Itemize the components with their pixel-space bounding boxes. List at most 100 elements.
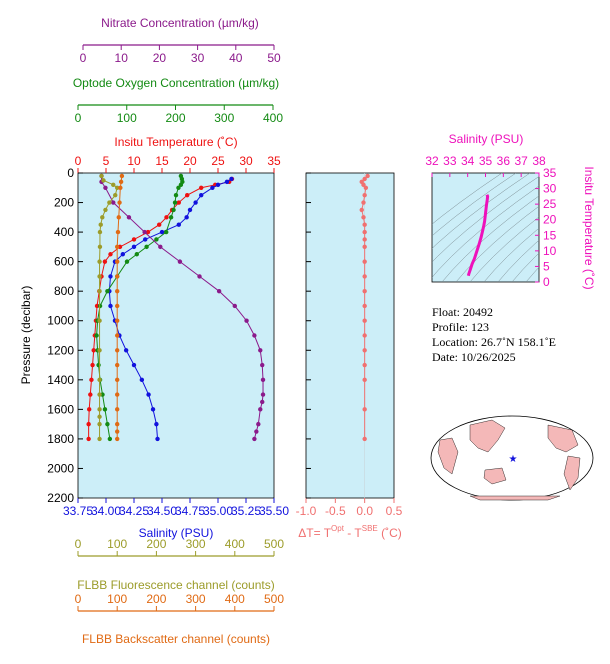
flbb-fluorescence-channel-counts--point [97, 259, 102, 264]
salinity-psu--point [131, 362, 137, 368]
oxygen-tick-label: 300 [214, 111, 234, 125]
pressure-tick-label: 1400 [47, 373, 74, 387]
backscatter-tick-label: 400 [225, 592, 245, 606]
salinity-psu--point [108, 303, 113, 309]
optode-oxygen-concentration-m-kg--point [178, 182, 184, 188]
-t-point [362, 244, 367, 250]
optode-oxygen-concentration-m-kg--point [154, 237, 159, 242]
flbb-fluorescence-channel-counts--point [100, 215, 105, 220]
delta-label-mid: - T [344, 526, 362, 540]
fluorescence-tick-label: 300 [186, 537, 206, 551]
-t-point [362, 259, 367, 264]
flbb-fluorescence-channel-counts--point [97, 348, 102, 353]
salinity-tick-label: 35.50 [259, 504, 289, 518]
optode-oxygen-concentration-m-kg--point [144, 244, 149, 250]
salinity-tick-label: 35.25 [231, 504, 261, 518]
nitrate-concentration-m-kg--point [260, 362, 265, 368]
temperature-tick-label: 35 [267, 154, 281, 168]
flbb-backscatter-channel-counts--point [115, 429, 120, 434]
insitu-temperature-c--point [145, 229, 151, 235]
backscatter-tick-label: 100 [107, 592, 127, 606]
optode-oxygen-concentration-m-kg--point [168, 215, 174, 220]
salinity-psu--point [199, 192, 204, 198]
insitu-temperature-c--point [87, 407, 92, 412]
flbb-backscatter-channel-counts--point [115, 333, 120, 338]
delta-tick-label: -0.5 [325, 504, 346, 518]
flbb-fluorescence-channel-counts--point [101, 178, 106, 183]
ts-density-contour [554, 173, 610, 282]
delta-tick-label: -1.0 [296, 504, 317, 518]
nitrate-axis-label: Nitrate Concentration (µm/kg) [101, 16, 259, 30]
-t-point [365, 173, 370, 179]
delta-tick-label: 0.0 [356, 504, 373, 518]
nitrate-concentration-m-kg--point [244, 318, 249, 323]
ts-temperature-tick-label: 35 [543, 166, 557, 180]
salinity-tick-label: 34.00 [91, 504, 121, 518]
oxygen-tick-label: 0 [75, 111, 82, 125]
pressure-tick-label: 1600 [47, 402, 74, 416]
insitu-temperature-c--point [90, 362, 95, 368]
ts-temperature-axis-label: Insitu Temperature (˚C) [582, 166, 596, 289]
nitrate-concentration-m-kg--point [126, 215, 132, 220]
location: Location: 26.7˚N 158.1˚E [432, 335, 556, 349]
flbb-backscatter-channel-counts--point [115, 229, 121, 235]
backscatter-tick-label: 200 [146, 592, 166, 606]
-t-point [362, 377, 367, 383]
pressure-tick-label: 800 [54, 284, 74, 298]
ts-curve [466, 194, 490, 277]
ts-salinity-tick-label: 34 [461, 154, 475, 168]
optode-oxygen-concentration-m-kg--point [172, 200, 178, 205]
salinity-psu--point [176, 222, 181, 227]
flbb-backscatter-channel-counts--point [115, 303, 120, 309]
ts-density-contour [432, 176, 539, 263]
nitrate-concentration-m-kg--point [258, 348, 263, 353]
ts-density-contour [525, 266, 539, 282]
ts-density-contour [511, 252, 539, 282]
flbb-fluorescence-channel-counts--point [115, 185, 120, 190]
nitrate-concentration-m-kg--line [101, 175, 264, 440]
ts-density-contour [441, 195, 539, 282]
nitrate-concentration-m-kg--point [260, 392, 266, 397]
flbb-fluorescence-channel-counts--point [97, 274, 102, 279]
ts-salinity-tick-label: 33 [443, 154, 457, 168]
flbb-fluorescence-channel-counts--point [107, 200, 112, 205]
flbb-backscatter-channel-counts--point [115, 392, 120, 397]
map-land-samerica [563, 455, 581, 491]
flbb-backscatter-channel-counts--point [118, 179, 124, 185]
-t-point [361, 182, 366, 188]
nitrate-concentration-m-kg--point [142, 229, 147, 235]
flbb-fluorescence-channel-counts--point [97, 407, 102, 412]
-t-point [359, 207, 364, 213]
temperature-tick-label: 20 [183, 154, 197, 168]
salinity-psu--point [139, 377, 145, 383]
temperature-tick-label: 5 [103, 154, 110, 168]
optode-oxygen-concentration-m-kg--point [171, 207, 176, 213]
temperature-tick-label: 10 [127, 154, 141, 168]
optode-oxygen-concentration-m-kg--point [105, 421, 110, 427]
flbb-backscatter-channel-counts--point [115, 274, 120, 279]
nitrate-concentration-m-kg--point [103, 185, 108, 190]
optode-oxygen-concentration-m-kg--point [164, 229, 169, 235]
flbb-fluorescence-channel-counts--point [97, 377, 102, 383]
flbb-backscatter-channel-counts--point [119, 173, 125, 179]
flbb-fluorescence-channel-counts--point [97, 244, 103, 250]
map-land-namerica [547, 424, 579, 453]
backscatter-tick-label: 0 [75, 592, 82, 606]
-t-point [362, 288, 367, 294]
optode-oxygen-concentration-m-kg--point [124, 259, 130, 264]
nitrate-concentration-m-kg--point [252, 333, 257, 338]
nitrate-tick-label: 0 [80, 51, 87, 65]
optode-oxygen-concentration-m-kg--point [107, 436, 113, 442]
ts-temperature-tick-label: 25 [543, 197, 557, 211]
salinity-psu--point [187, 207, 193, 213]
temperature-axis-label: Insitu Temperature (˚C) [114, 135, 237, 149]
ts-temperature-tick-label: 10 [543, 244, 557, 258]
nitrate-tick-label: 50 [267, 51, 281, 65]
flbb-fluorescence-channel-counts--point [97, 229, 103, 235]
salinity-psu--point [120, 252, 126, 257]
nitrate-tick-label: 10 [115, 51, 129, 65]
-t-point [362, 333, 367, 338]
flbb-backscatter-channel-counts--point [115, 288, 120, 294]
flbb-backscatter-channel-counts--point [115, 348, 120, 353]
insitu-temperature-c--point [157, 222, 162, 227]
